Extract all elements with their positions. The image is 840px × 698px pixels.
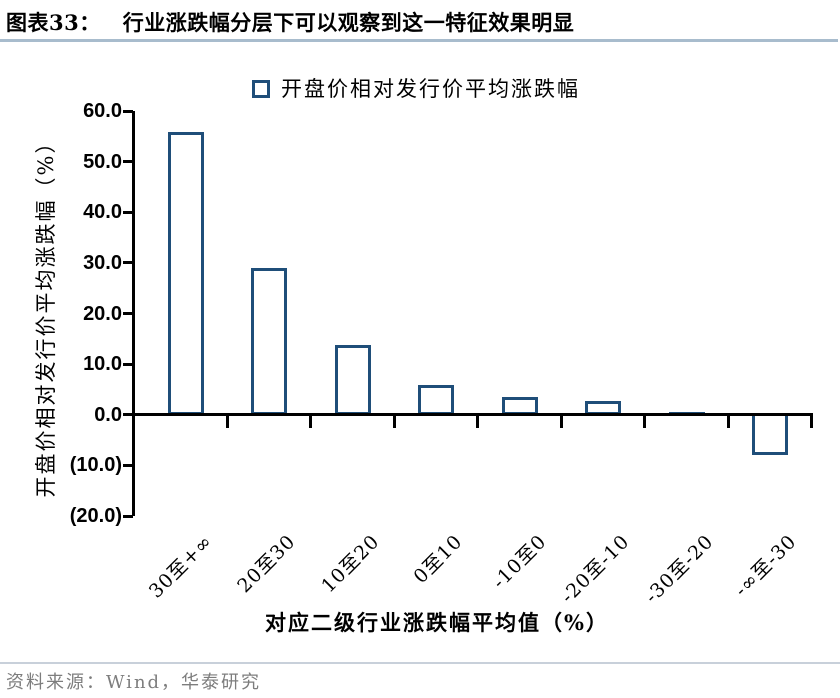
x-axis-tick <box>225 414 229 428</box>
legend-open-square-icon <box>252 80 270 98</box>
y-axis-tick-label: 30.0 <box>83 251 122 274</box>
chart-legend: 开盘价相对发行价平均涨跌幅 <box>252 73 580 103</box>
x-axis-title: 对应二级行业涨跌幅平均值（%） <box>265 610 609 635</box>
y-axis-tick <box>123 109 133 113</box>
x-axis-line <box>133 413 813 417</box>
y-axis-tick-label: 60.0 <box>83 100 122 122</box>
y-axis-tick-label: 0.0 <box>94 403 122 426</box>
y-axis-tick-label: 20.0 <box>83 302 122 325</box>
x-axis-tick <box>309 414 313 428</box>
y-axis-tick-label: 40.0 <box>83 201 122 224</box>
y-axis-tick-label: 50.0 <box>83 150 122 173</box>
y-axis-tick <box>123 160 133 164</box>
figure-title-text: 行业涨跌幅分层下可以观察到这一特征效果明显 <box>122 10 575 35</box>
x-axis-tick <box>476 414 480 428</box>
bar <box>167 132 204 415</box>
bar <box>334 344 371 415</box>
footer-rule <box>0 662 840 664</box>
bar <box>585 400 621 415</box>
y-axis-line <box>131 111 135 516</box>
bar <box>251 267 287 415</box>
y-axis-tick <box>123 210 133 214</box>
legend-label: 开盘价相对发行价平均涨跌幅 <box>281 77 580 101</box>
bar <box>501 396 538 415</box>
y-axis-title: 开盘价相对发行价平均涨跌幅（%） <box>34 130 58 497</box>
title-rule <box>0 39 838 42</box>
figure-title: 图表33： 行业涨跌幅分层下可以观察到这一特征效果明显 <box>6 7 574 37</box>
x-axis-tick <box>726 414 730 428</box>
source-note: 资料来源：Wind，华泰研究 <box>6 672 262 693</box>
figure-number-label: 图表33： <box>6 10 101 35</box>
y-axis-tick-label: (20.0) <box>69 505 122 527</box>
x-axis-tick <box>810 414 814 428</box>
x-axis-tick <box>643 414 647 428</box>
y-axis-tick <box>123 413 133 417</box>
y-axis-tick <box>123 514 133 518</box>
y-axis-tick <box>123 312 133 315</box>
y-axis-tick <box>123 362 133 366</box>
bar <box>418 384 454 415</box>
y-axis-tick-label: 10.0 <box>83 353 122 376</box>
x-axis-tick <box>392 414 396 428</box>
y-axis-tick <box>123 261 133 265</box>
y-axis-title-wrap: 开盘价相对发行价平均涨跌幅（%） <box>24 111 66 516</box>
x-axis-tick <box>559 414 563 428</box>
y-axis-tick-label: (10.0) <box>69 454 122 477</box>
y-axis-tick <box>123 463 133 467</box>
bar <box>752 413 788 456</box>
